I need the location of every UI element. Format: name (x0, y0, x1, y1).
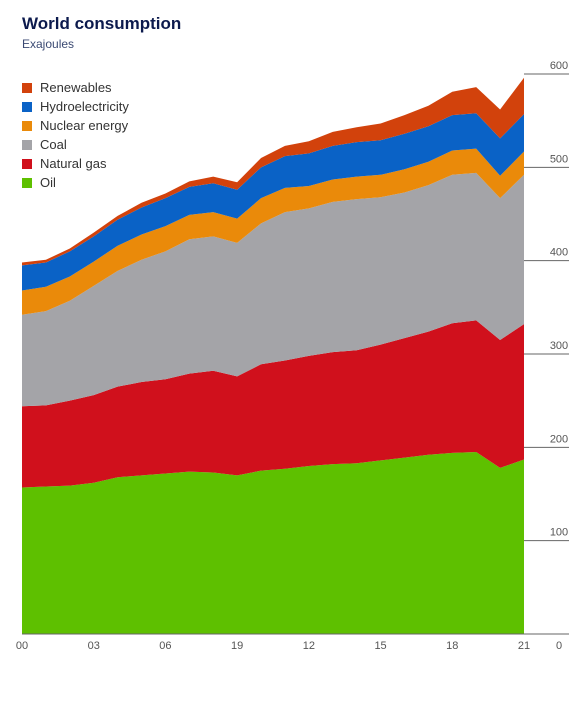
x-tick-label: 21 (518, 640, 530, 652)
y-tick-label: 200 (550, 433, 568, 445)
area-coal (22, 172, 524, 407)
y-tick-label: 400 (550, 247, 568, 259)
x-tick-label: 19 (231, 640, 243, 652)
area-hydroelectricity (22, 113, 524, 291)
chart-subtitle: Exajoules (22, 37, 75, 51)
y-tick-label: 0 (556, 640, 562, 652)
legend-item-oil: Oil (22, 173, 129, 192)
chart-legend: Renewables Hydroelectricity Nuclear ener… (22, 78, 129, 192)
legend-item-coal: Coal (22, 135, 129, 154)
legend-item-renewables: Renewables (22, 78, 129, 97)
grid-layer (524, 73, 569, 542)
area-nuclear-energy (22, 148, 524, 315)
legend-label: Coal (40, 137, 67, 152)
x-tick-label: 03 (88, 640, 100, 652)
area-oil (22, 452, 524, 634)
x-tick-label: 12 (303, 640, 315, 652)
y-tick-label: 300 (550, 340, 568, 352)
y-tick-label: 500 (550, 153, 568, 165)
legend-swatch (22, 139, 32, 150)
area-layer (22, 77, 524, 634)
x-tick-label: 18 (446, 640, 458, 652)
chart-title: World consumption (22, 14, 182, 33)
legend-swatch (22, 158, 32, 169)
area-renewables (22, 77, 524, 266)
legend-label: Natural gas (40, 156, 107, 171)
axis-layer: 0 100 200 300 400 500 600 00 03 06 19 12 15 18 21 (16, 60, 569, 652)
legend-label: Renewables (40, 80, 112, 95)
legend-swatch (22, 120, 32, 131)
legend-swatch (22, 101, 32, 112)
x-tick-label: 15 (374, 640, 386, 652)
legend-item-natural-gas: Natural gas (22, 154, 129, 173)
legend-swatch (22, 177, 32, 188)
legend-label: Hydroelectricity (40, 99, 129, 114)
legend-item-nuclear-energy: Nuclear energy (22, 116, 129, 135)
legend-label: Oil (40, 175, 56, 190)
legend-label: Nuclear energy (40, 118, 129, 133)
legend-item-hydroelectricity: Hydroelectricity (22, 97, 129, 116)
area-natural-gas (22, 320, 524, 488)
y-tick-label: 600 (550, 60, 568, 72)
legend-swatch (22, 82, 32, 93)
x-tick-label: 00 (16, 640, 28, 652)
y-tick-label: 100 (550, 527, 568, 539)
x-tick-label: 06 (159, 640, 171, 652)
